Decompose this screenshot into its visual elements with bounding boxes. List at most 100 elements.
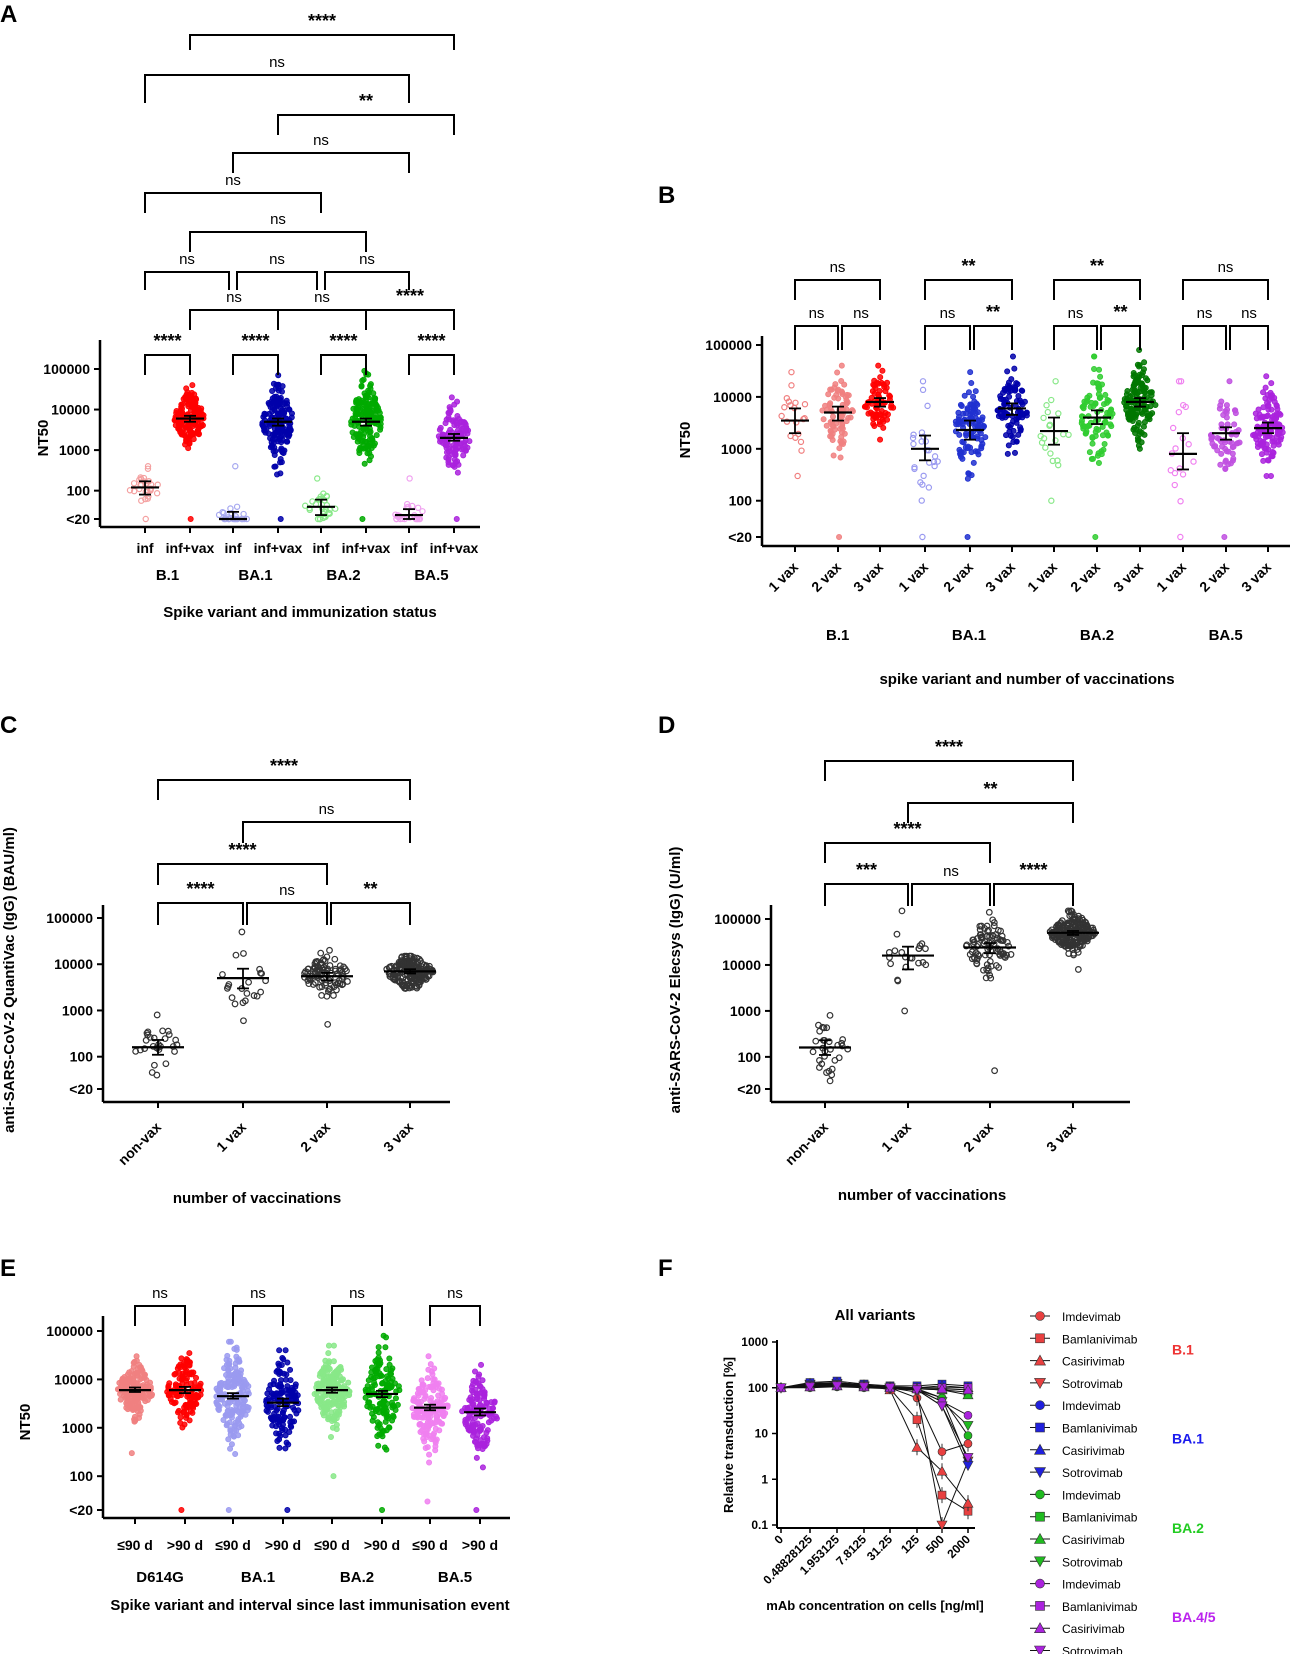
series-marker bbox=[936, 1383, 948, 1394]
data-point bbox=[840, 438, 847, 445]
data-point bbox=[415, 974, 422, 982]
data-point bbox=[1043, 402, 1050, 409]
data-point bbox=[379, 1380, 386, 1387]
data-point bbox=[282, 1347, 289, 1354]
data-point bbox=[1074, 966, 1082, 973]
data-point bbox=[321, 957, 329, 965]
data-point bbox=[142, 1398, 149, 1405]
data-point bbox=[329, 1424, 336, 1431]
data-point bbox=[283, 415, 290, 422]
data-point bbox=[432, 1447, 439, 1454]
data-point bbox=[880, 424, 887, 431]
x-group-label: BA.1 bbox=[238, 567, 272, 584]
data-point bbox=[324, 1405, 331, 1412]
series-marker bbox=[1035, 1311, 1045, 1321]
data-point bbox=[436, 1399, 443, 1406]
data-point bbox=[275, 428, 282, 435]
data-point bbox=[274, 1437, 281, 1444]
x-category-label: inf bbox=[400, 540, 417, 556]
data-point bbox=[478, 1361, 485, 1368]
data-point bbox=[215, 511, 223, 519]
data-point bbox=[441, 1396, 448, 1403]
data-point bbox=[236, 1420, 243, 1427]
data-point bbox=[1222, 466, 1229, 473]
data-point bbox=[392, 1395, 399, 1402]
data-point bbox=[1123, 406, 1130, 413]
data-point bbox=[132, 1416, 139, 1423]
data-point bbox=[364, 1403, 371, 1410]
data-point bbox=[955, 416, 962, 423]
data-point bbox=[1092, 534, 1099, 541]
data-point bbox=[883, 384, 890, 391]
significance-label: ** bbox=[359, 91, 373, 111]
x-category-label: ≤90 d bbox=[412, 1537, 448, 1553]
data-point bbox=[919, 378, 927, 385]
significance-bracket bbox=[232, 354, 279, 375]
significance-bracket bbox=[924, 325, 971, 350]
data-point bbox=[273, 1390, 280, 1397]
data-point bbox=[845, 392, 852, 399]
data-point bbox=[822, 402, 829, 409]
x-category-label: inf+vax bbox=[430, 540, 479, 556]
data-point bbox=[1070, 949, 1078, 957]
data-point bbox=[844, 1045, 852, 1053]
data-point bbox=[464, 1405, 471, 1412]
data-point bbox=[826, 1011, 834, 1019]
x-category-label: 3 vax bbox=[1043, 1119, 1079, 1155]
data-point bbox=[166, 1380, 173, 1387]
significance-bracket bbox=[324, 271, 410, 290]
data-point bbox=[1231, 421, 1238, 428]
data-point bbox=[233, 1346, 240, 1353]
data-point bbox=[406, 475, 413, 482]
data-point bbox=[1177, 378, 1185, 385]
data-point bbox=[1011, 365, 1018, 372]
significance-bracket bbox=[246, 902, 328, 925]
data-point bbox=[825, 391, 832, 398]
data-point bbox=[997, 927, 1005, 935]
significance-label: ** bbox=[1113, 302, 1127, 322]
data-point bbox=[1147, 403, 1154, 410]
data-point bbox=[1100, 446, 1107, 453]
data-point bbox=[362, 1394, 369, 1401]
data-point bbox=[1065, 920, 1073, 927]
data-point bbox=[279, 1421, 286, 1428]
series-marker bbox=[1035, 1578, 1045, 1589]
data-point bbox=[1095, 460, 1102, 467]
data-point bbox=[232, 1364, 239, 1371]
data-point bbox=[1216, 405, 1223, 412]
data-point bbox=[231, 1377, 238, 1384]
y-tick-label: 0.1 bbox=[751, 1518, 768, 1532]
data-point bbox=[412, 1398, 419, 1405]
data-point bbox=[901, 1007, 909, 1015]
data-point bbox=[472, 1368, 479, 1375]
data-point bbox=[329, 1401, 336, 1408]
data-point bbox=[1076, 937, 1084, 944]
data-point bbox=[161, 1035, 169, 1043]
y-tick-label: 10000 bbox=[51, 402, 90, 418]
data-point bbox=[837, 454, 844, 461]
x-category-label: >90 d bbox=[462, 1537, 498, 1553]
data-point bbox=[1096, 394, 1103, 401]
data-point bbox=[240, 1017, 247, 1025]
data-point bbox=[445, 414, 452, 421]
data-point bbox=[920, 472, 927, 480]
data-point bbox=[973, 960, 981, 968]
y-tick-label: 100000 bbox=[46, 910, 93, 926]
data-point bbox=[393, 515, 400, 523]
data-point bbox=[1007, 384, 1014, 391]
data-point bbox=[387, 1370, 394, 1377]
data-point bbox=[919, 386, 927, 394]
data-point bbox=[816, 1027, 824, 1035]
data-point bbox=[424, 1375, 431, 1382]
data-point bbox=[331, 955, 339, 963]
panel-F: F All variants 1000 100 10 1 0.1 Relative trans… bbox=[658, 1255, 1216, 1654]
data-point bbox=[306, 504, 313, 512]
data-point bbox=[227, 1365, 234, 1372]
data-point bbox=[462, 1421, 469, 1428]
data-point bbox=[421, 1438, 428, 1445]
y-tick-label: 100000 bbox=[714, 911, 761, 927]
significance-bracket bbox=[911, 883, 991, 906]
significance-bracket bbox=[794, 325, 839, 350]
significance-label: **** bbox=[186, 879, 214, 899]
legend-group-label: B.1 bbox=[1172, 1341, 1194, 1357]
